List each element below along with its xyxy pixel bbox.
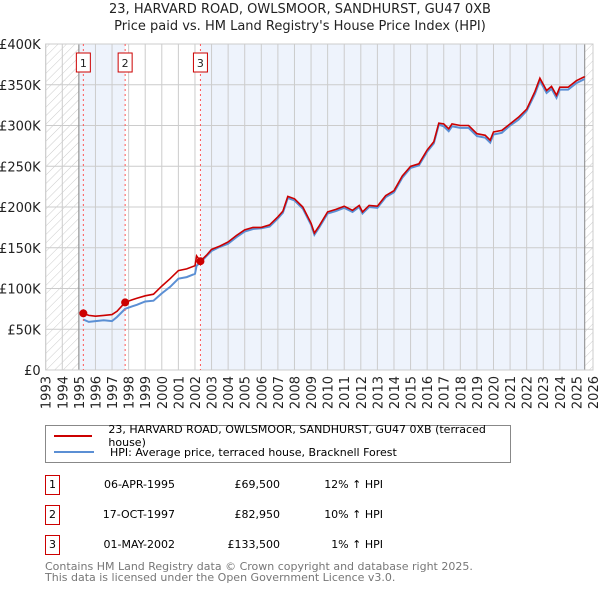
x-tick-label: 1999	[139, 376, 154, 409]
x-tick-label: 1997	[106, 376, 121, 409]
x-tick-label: 2013	[371, 376, 386, 409]
y-tick-label: £300K	[0, 120, 41, 135]
y-tick-label: £250K	[0, 160, 41, 175]
sale-badge: 3	[45, 535, 60, 555]
sale-badge: 1	[45, 475, 60, 495]
sale-badge-box	[192, 52, 208, 73]
legend: 23, HARVARD ROAD, OWLSMOOR, SANDHURST, G…	[45, 423, 511, 463]
x-tick-label: 2025	[570, 376, 585, 409]
x-tick-label: 2003	[206, 376, 221, 409]
chart-subtitle: Price paid vs. HM Land Registry's House …	[114, 19, 486, 34]
sale-badge-label: 3	[197, 57, 204, 70]
y-tick-label: £350K	[0, 79, 41, 94]
sale-badge-label: 2	[122, 57, 129, 70]
sale-hpi: 10% ↑ HPI	[324, 508, 383, 521]
x-tick-label: 1998	[123, 376, 138, 409]
property-price-line	[83, 75, 586, 318]
x-tick-label: 1996	[89, 376, 104, 409]
x-tick-label: 2026	[587, 376, 600, 409]
table-row: 2 17-OCT-1997 £82,950 10% ↑ HPI	[45, 505, 465, 525]
legend-label: 23, HARVARD ROAD, OWLSMOOR, SANDHURST, G…	[108, 423, 486, 449]
x-tick-label: 2002	[189, 376, 204, 409]
x-tick-label: 2006	[255, 376, 270, 409]
x-tick-label: 2017	[438, 376, 453, 409]
x-tick-label: 2009	[305, 376, 320, 409]
table-row: 1 06-APR-1995 £69,500 12% ↑ HPI	[45, 475, 465, 495]
x-tick-label: 2008	[288, 376, 303, 409]
x-tick-label: 1994	[56, 376, 71, 409]
legend-item-property: 23, HARVARD ROAD, OWLSMOOR, SANDHURST, G…	[54, 423, 510, 449]
table-row: 3 01-MAY-2002 £133,500 1% ↑ HPI	[45, 535, 465, 555]
sale-badge-box	[117, 52, 133, 73]
legend-swatch-blue	[54, 451, 94, 453]
price-chart: 1 2 3 £0 £50K £100K £150K £200K £250K £300K £350K £…	[0, 38, 600, 409]
sale-date: 06-APR-1995	[103, 478, 175, 491]
x-tick-label: 2007	[272, 376, 287, 409]
chart-title: 23, HARVARD ROAD, OWLSMOOR, SANDHURST, G…	[109, 2, 491, 17]
x-tick-label: 2011	[338, 376, 353, 409]
x-tick-label: 2000	[156, 376, 171, 409]
y-tick-label: £200K	[0, 201, 41, 216]
x-tick-label: 2021	[504, 376, 519, 409]
x-tick-label: 2005	[239, 376, 254, 409]
x-tick-label: 2019	[471, 376, 486, 409]
x-tick-label: 2018	[454, 376, 469, 409]
footer-line: This data is licensed under the Open Gov…	[45, 571, 396, 584]
legend-label: HPI: Average price, terraced house, Brac…	[110, 445, 397, 459]
plot-border	[45, 43, 594, 371]
y-tick-label: £0	[24, 364, 41, 379]
sale-price: £82,950	[234, 508, 281, 521]
sale-badge-box	[75, 52, 91, 73]
sale-date: 01-MAY-2002	[103, 538, 175, 551]
y-tick-label: £100K	[0, 283, 41, 298]
y-tick-label: £150K	[0, 242, 41, 257]
footer-line: Contains HM Land Registry data © Crown c…	[45, 560, 473, 573]
x-tick-label: 2010	[322, 376, 337, 409]
x-tick-label: 2020	[487, 376, 502, 409]
sale-point	[196, 257, 205, 266]
y-tick-label: £50K	[7, 323, 41, 338]
sale-price: £133,500	[227, 538, 281, 551]
sale-badge-label: 1	[80, 57, 87, 70]
x-tick-label: 1993	[40, 376, 55, 409]
x-tick-label: 2001	[172, 376, 187, 409]
x-tick-label: 2012	[355, 376, 370, 409]
sale-price: £69,500	[234, 478, 281, 491]
sale-point	[79, 309, 88, 318]
sale-badge: 2	[45, 505, 60, 525]
hpi-line	[82, 78, 586, 323]
x-tick-label: 1995	[73, 376, 88, 409]
x-tick-label: 2004	[222, 376, 237, 409]
x-tick-label: 2023	[537, 376, 552, 409]
sale-point	[121, 298, 130, 307]
sale-date: 17-OCT-1997	[102, 508, 175, 521]
x-tick-label: 2014	[388, 376, 403, 409]
x-tick-label: 2024	[554, 376, 569, 409]
sale-hpi: 12% ↑ HPI	[324, 478, 383, 491]
x-tick-label: 2016	[421, 376, 436, 409]
x-tick-label: 2015	[405, 376, 420, 409]
footer: Contains HM Land Registry data © Crown c…	[45, 561, 473, 583]
sale-hpi: 1% ↑ HPI	[331, 538, 383, 551]
x-tick-label: 2022	[521, 376, 536, 409]
legend-swatch-red	[54, 435, 93, 437]
y-tick-label: £400K	[0, 38, 41, 53]
legend-item-hpi: HPI: Average price, terraced house, Brac…	[54, 444, 397, 460]
